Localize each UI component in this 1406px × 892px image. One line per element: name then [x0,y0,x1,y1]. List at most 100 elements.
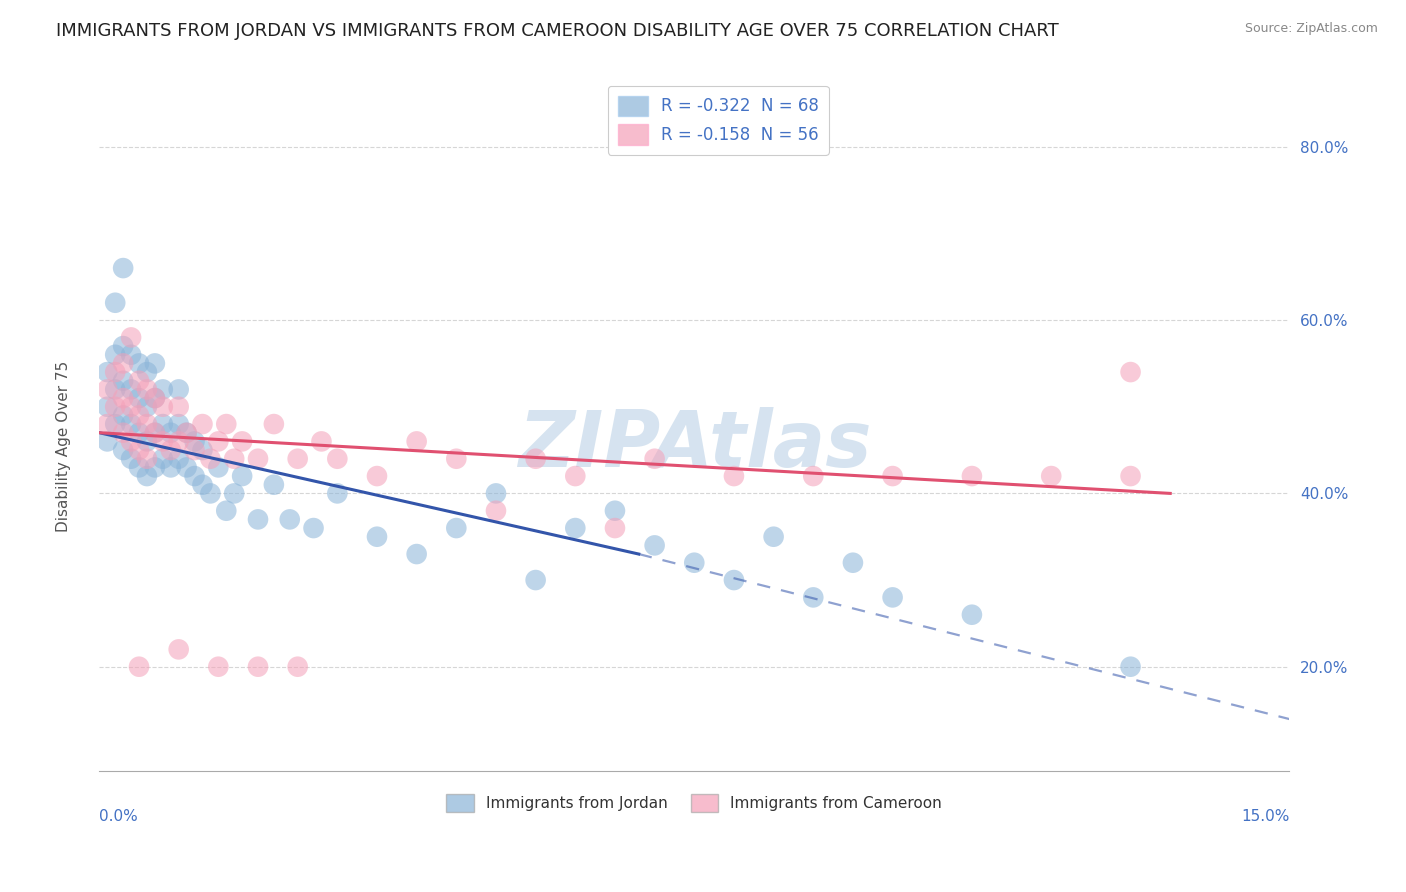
Point [366,530,388,544]
Point [112,443,135,458]
Point [112,339,135,353]
Point [96,400,118,414]
Point [143,391,166,405]
Point [311,434,333,449]
Point [207,659,229,673]
Point [152,451,174,466]
Point [224,486,246,500]
Point [564,469,586,483]
Point [143,391,166,405]
Point [152,417,174,431]
Point [104,400,127,414]
Point [136,400,159,414]
Point [224,451,246,466]
Point [231,434,253,449]
Point [801,469,824,483]
Point [183,434,205,449]
Point [176,425,198,440]
Point [96,383,118,397]
Legend: Immigrants from Jordan, Immigrants from Cameroon: Immigrants from Jordan, Immigrants from … [440,788,948,819]
Point [120,383,142,397]
Point [405,547,427,561]
Point [446,521,468,535]
Point [96,434,118,449]
Point [215,417,238,431]
Point [603,521,626,535]
Point [882,591,904,605]
Point [167,451,190,466]
Point [128,409,150,423]
Point [136,383,159,397]
Point [120,434,142,449]
Point [143,460,166,475]
Point [207,460,229,475]
Point [143,425,166,440]
Point [287,659,309,673]
Point [524,451,547,466]
Point [485,504,508,518]
Point [128,460,150,475]
Point [143,356,166,370]
Point [120,330,142,344]
Point [564,521,586,535]
Point [152,400,174,414]
Point [200,451,222,466]
Text: 15.0%: 15.0% [1241,809,1289,824]
Point [644,451,666,466]
Point [167,417,190,431]
Point [1119,659,1142,673]
Point [183,469,205,483]
Point [762,530,785,544]
Point [128,443,150,458]
Point [247,659,270,673]
Point [801,591,824,605]
Point [200,486,222,500]
Point [112,374,135,388]
Point [167,400,190,414]
Point [278,512,301,526]
Point [960,607,983,622]
Text: IMMIGRANTS FROM JORDAN VS IMMIGRANTS FROM CAMEROON DISABILITY AGE OVER 75 CORREL: IMMIGRANTS FROM JORDAN VS IMMIGRANTS FRO… [56,22,1059,40]
Point [112,261,135,276]
Point [136,469,159,483]
Point [159,425,181,440]
Point [112,391,135,405]
Point [120,417,142,431]
Point [683,556,706,570]
Point [960,469,983,483]
Point [842,556,865,570]
Point [1040,469,1063,483]
Point [152,383,174,397]
Point [326,451,349,466]
Point [207,434,229,449]
Point [143,425,166,440]
Point [136,451,159,466]
Point [263,477,285,491]
Point [136,365,159,379]
Text: Source: ZipAtlas.com: Source: ZipAtlas.com [1244,22,1378,36]
Point [96,417,118,431]
Point [128,659,150,673]
Point [183,443,205,458]
Point [191,443,214,458]
Point [263,417,285,431]
Point [104,295,127,310]
Point [167,434,190,449]
Point [882,469,904,483]
Point [1119,469,1142,483]
Point [159,460,181,475]
Point [485,486,508,500]
Point [176,460,198,475]
Point [644,538,666,552]
Point [104,417,127,431]
Point [247,512,270,526]
Point [247,451,270,466]
Text: 0.0%: 0.0% [100,809,138,824]
Point [128,425,150,440]
Point [159,443,181,458]
Point [191,417,214,431]
Point [287,451,309,466]
Point [723,573,745,587]
Point [120,348,142,362]
Point [128,374,150,388]
